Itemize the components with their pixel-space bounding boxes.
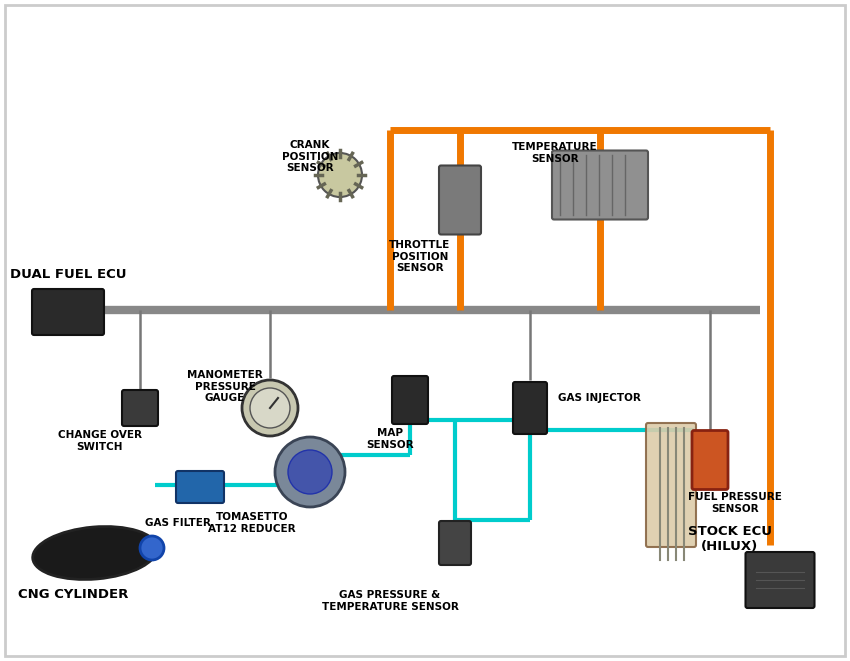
Circle shape — [275, 437, 345, 507]
Text: CHANGE OVER
SWITCH: CHANGE OVER SWITCH — [58, 430, 142, 451]
Circle shape — [288, 450, 332, 494]
Text: DUAL FUEL ECU: DUAL FUEL ECU — [10, 268, 127, 281]
Circle shape — [250, 388, 290, 428]
Text: FUEL PRESSURE
SENSOR: FUEL PRESSURE SENSOR — [688, 492, 782, 514]
Circle shape — [242, 380, 298, 436]
FancyBboxPatch shape — [745, 552, 814, 608]
FancyBboxPatch shape — [692, 430, 728, 490]
Text: TEMPERATURE
SENSOR: TEMPERATURE SENSOR — [513, 142, 598, 164]
Ellipse shape — [32, 527, 157, 580]
Text: TOMASETTO
AT12 REDUCER: TOMASETTO AT12 REDUCER — [208, 512, 296, 533]
Text: CRANK
POSITION
SENSOR: CRANK POSITION SENSOR — [282, 140, 338, 173]
Text: CNG CYLINDER: CNG CYLINDER — [18, 588, 128, 601]
FancyBboxPatch shape — [176, 471, 224, 503]
FancyBboxPatch shape — [439, 165, 481, 235]
FancyBboxPatch shape — [439, 521, 471, 565]
Text: STOCK ECU
(HILUX): STOCK ECU (HILUX) — [688, 525, 772, 553]
Text: GAS FILTER: GAS FILTER — [145, 518, 211, 528]
Text: MAP
SENSOR: MAP SENSOR — [366, 428, 414, 449]
FancyBboxPatch shape — [32, 289, 104, 335]
Circle shape — [140, 536, 164, 560]
FancyBboxPatch shape — [122, 390, 158, 426]
FancyBboxPatch shape — [646, 423, 696, 547]
Circle shape — [318, 153, 362, 197]
Text: GAS PRESSURE &
TEMPERATURE SENSOR: GAS PRESSURE & TEMPERATURE SENSOR — [321, 590, 458, 611]
Text: THROTTLE
POSITION
SENSOR: THROTTLE POSITION SENSOR — [389, 240, 450, 273]
Text: GAS INJECTOR: GAS INJECTOR — [558, 393, 641, 403]
FancyBboxPatch shape — [552, 151, 648, 219]
FancyBboxPatch shape — [513, 382, 547, 434]
FancyBboxPatch shape — [392, 376, 428, 424]
Text: MANOMETER
PRESSURE
GAUGE: MANOMETER PRESSURE GAUGE — [187, 370, 263, 403]
